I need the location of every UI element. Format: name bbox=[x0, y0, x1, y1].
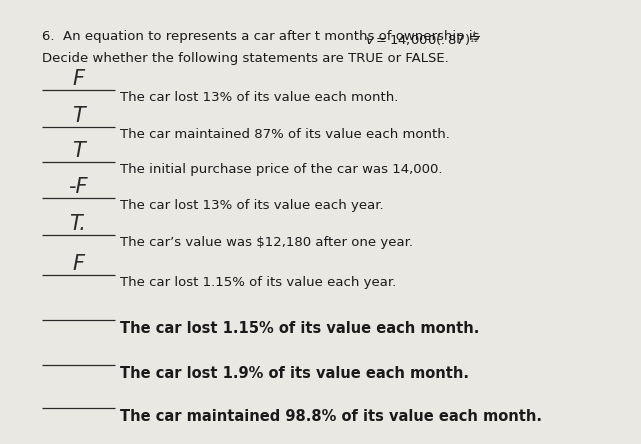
Text: $v=14{,}000(.87)^{\frac{t}{12}}$: $v=14{,}000(.87)^{\frac{t}{12}}$ bbox=[365, 30, 480, 48]
Text: 6.  An equation to represents a car after t months of ownership is: 6. An equation to represents a car after… bbox=[42, 30, 484, 43]
Text: The car maintained 87% of its value each month.: The car maintained 87% of its value each… bbox=[120, 128, 450, 141]
Text: -F: -F bbox=[68, 177, 88, 197]
Text: The car’s value was $12,180 after one year.: The car’s value was $12,180 after one ye… bbox=[120, 236, 413, 249]
Text: T.: T. bbox=[70, 214, 87, 234]
Text: The car lost 1.15% of its value each year.: The car lost 1.15% of its value each yea… bbox=[120, 276, 396, 289]
Text: The car maintained 98.8% of its value each month.: The car maintained 98.8% of its value ea… bbox=[120, 409, 542, 424]
Text: T: T bbox=[72, 106, 85, 126]
Text: The car lost 13% of its value each year.: The car lost 13% of its value each year. bbox=[120, 199, 383, 212]
Text: Decide whether the following statements are TRUE or FALSE.: Decide whether the following statements … bbox=[42, 52, 449, 65]
Text: T: T bbox=[72, 141, 85, 161]
Text: The car lost 1.15% of its value each month.: The car lost 1.15% of its value each mon… bbox=[120, 321, 479, 336]
Text: F: F bbox=[72, 254, 84, 274]
Text: The car lost 13% of its value each month.: The car lost 13% of its value each month… bbox=[120, 91, 398, 104]
Text: The car lost 1.9% of its value each month.: The car lost 1.9% of its value each mont… bbox=[120, 366, 469, 381]
Text: The initial purchase price of the car was 14,000.: The initial purchase price of the car wa… bbox=[120, 163, 442, 176]
Text: F: F bbox=[72, 69, 84, 89]
